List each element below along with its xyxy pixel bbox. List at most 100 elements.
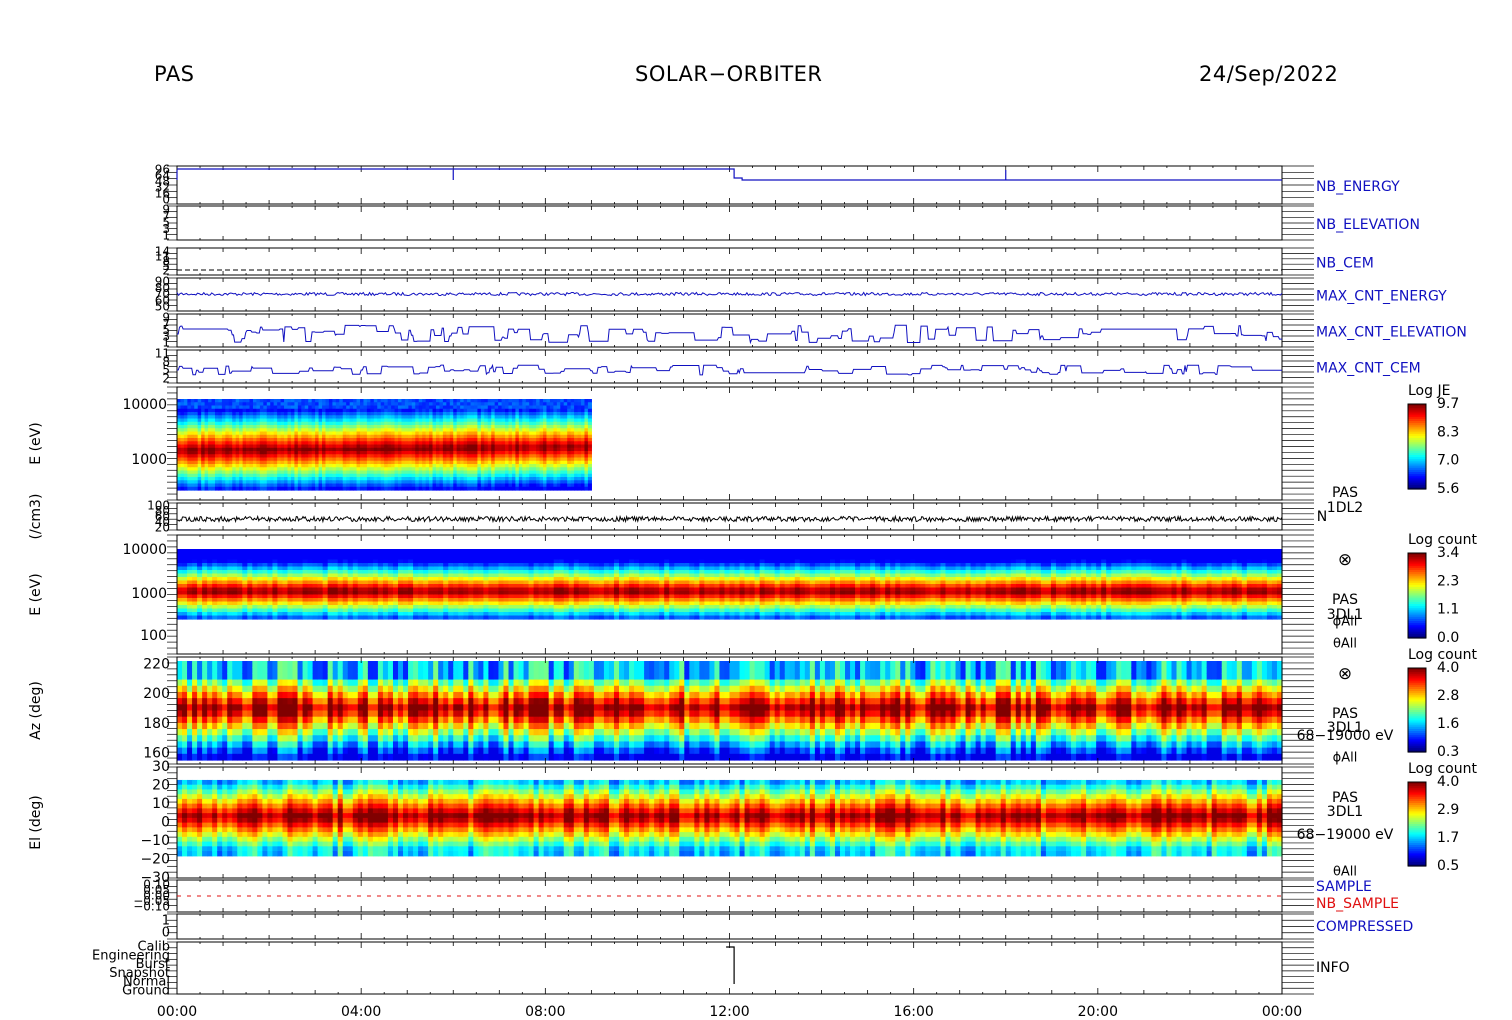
pas-3dl1-energy-image-cell — [217, 570, 223, 575]
pas-1dl2-spectrogram-image-cell — [235, 447, 240, 452]
pas-1dl2-spectrogram-image-cell — [332, 486, 337, 491]
pas-1dl2-spectrogram-image-cell — [422, 486, 427, 491]
pas-3dl1-energy-image-cell — [287, 608, 294, 613]
pas-3dl1-energy-image-cell — [317, 594, 324, 599]
pas-1dl2-spectrogram-image-cell — [183, 454, 188, 459]
pas-3dl1-energy-image-cell — [302, 559, 309, 564]
pas-3dl1-energy-image-cell — [242, 601, 248, 606]
pas-3dl1-energy-image-cell — [292, 566, 299, 571]
pas-1dl2-spectrogram-image — [177, 399, 592, 491]
pas-1dl2-spectrogram-image-cell — [239, 486, 244, 491]
pas-1dl2-spectrogram-image-cell — [480, 486, 485, 491]
pas-3dl1-energy-image-cell — [207, 605, 213, 610]
pas-1dl2-spectrogram-image-cell — [221, 399, 226, 403]
pas-3dl1-energy-image-cell — [257, 577, 263, 582]
pas-1dl2-spectrogram-image-cell — [232, 477, 237, 481]
nb-elevation-label: NB_ELEVATION — [1316, 217, 1420, 233]
pas-1dl2-spectrogram-image-cell — [221, 441, 226, 446]
pas-1dl2-spectrogram-image-cell — [218, 454, 223, 459]
pas-1dl2-spectrogram-image-cell — [183, 486, 188, 491]
pas-3dl1-energy-image-cell — [257, 608, 263, 613]
pas-3dl1-energy-image-cell — [207, 601, 213, 606]
pas-3dl1-energy-image-cell — [277, 615, 284, 620]
pas-1dl2-spectrogram-image-cell — [201, 408, 206, 413]
pas-1dl2-spectrogram-image-cell — [218, 438, 223, 442]
pas-3dl1-energy-image-cell — [262, 559, 269, 564]
pas-3dl1-energy-image-cell — [197, 615, 203, 620]
pas-1dl2-spectrogram-image-cell — [491, 486, 496, 491]
pas-3dl1-energy-image-cell — [277, 577, 284, 582]
pas-3dl1-energy-image-cell — [182, 591, 188, 596]
pas-1dl2-spectrogram-image-cell — [239, 412, 244, 416]
pas-1dl2-spectrogram-image-cell — [211, 467, 216, 472]
pas-3dl1-energy-image-cell — [247, 598, 253, 603]
pas-1dl2-spectrogram-image-cell — [567, 486, 572, 491]
pas-1dl2-spectrogram-image-cell — [187, 483, 192, 488]
pas-1dl2-spectrogram-image-cell — [204, 434, 209, 439]
pas-3dl1-energy-image-cell — [207, 612, 213, 617]
pas-3dl1-energy-image-cell — [242, 570, 248, 575]
pas-1dl2-spectrogram-image-cell — [239, 457, 244, 462]
pas-1dl2-spectrogram-image-cell — [211, 473, 216, 478]
pas-1dl2-spectrogram-image-cell — [194, 447, 199, 452]
pas-3dl1-energy-image-cell — [202, 570, 208, 575]
pas-3dl1-energy-image-cell — [322, 605, 329, 610]
pas-1dl2-spectrogram-image-cell — [183, 470, 188, 475]
max-cnt-cem-trace — [177, 363, 1282, 376]
pas-3dl1-energy-image-cell — [297, 559, 304, 564]
pas-1dl2-spectrogram-image-cell — [190, 434, 195, 439]
pas-1dl2-spectrogram-image-cell — [221, 408, 226, 413]
pas-1dl2-spectrogram-image-cell — [208, 486, 213, 491]
pas-3dl1-energy-image-cell — [262, 591, 269, 596]
pas-3dl1-energy-image-cell — [177, 563, 183, 568]
pas-1dl2-spectrogram-image-cell — [197, 428, 202, 433]
pas-1dl2-spectrogram-image-cell — [256, 486, 261, 491]
pas-3dl1-energy-image-cell — [287, 598, 294, 603]
pas-3dl1-energy-image-cell — [212, 612, 218, 617]
pas-1dl2-spectrogram-image-cell — [232, 431, 237, 436]
pas-3dl1-energy-image-cell — [177, 587, 183, 592]
pas-1dl2-spectrogram-image-cell — [235, 460, 240, 465]
pas-1dl2-spectrogram-image-cell — [225, 441, 230, 446]
pas-1dl2-spectrogram-image-cell — [214, 434, 220, 439]
pas-1dl2-spectrogram-image-cell — [228, 412, 233, 416]
pas-1dl2-spectrogram-image-cell — [183, 415, 188, 420]
pas-1dl2-spectrogram-image-cell — [225, 438, 230, 442]
pas-3dl1-energy-image-cell — [217, 566, 223, 571]
pas-3dl1-energy-image-cell — [272, 598, 279, 603]
pas-1dl2-spectrogram-image-cell — [187, 441, 192, 446]
pas-3dl1-energy-image-cell — [272, 608, 279, 613]
pas-1dl2-spectrogram-image-cell — [225, 428, 230, 433]
pas-1dl2-spectrogram-image-cell — [197, 464, 202, 468]
pas-3dl1-energy-image-cell — [287, 584, 294, 589]
pas-1dl2-spectrogram-image-cell — [194, 457, 199, 462]
pas-1dl2-spectrogram-image-cell — [187, 402, 192, 407]
pas-1dl2-spectrogram-image-cell — [194, 483, 199, 488]
pas-1dl2-spectrogram-image-cell — [190, 405, 195, 410]
pas-1dl2-spectrogram-image-cell — [349, 486, 354, 491]
pas-1dl2-spectrogram-image-cell — [180, 444, 185, 449]
pas-1dl2-spectrogram-image-cell — [221, 428, 226, 433]
pas-1dl2-spectrogram-image-cell — [218, 444, 223, 449]
pas-1dl2-spectrogram-image-cell — [263, 486, 268, 491]
pas-3dl1-energy-image-cell — [297, 577, 304, 582]
pas-3dl1-energy-image-cell — [192, 615, 198, 620]
pas-3dl1-energy-image-cell — [217, 601, 223, 606]
pas-1dl2-spectrogram-image-cell — [201, 454, 206, 459]
pas-1dl2-spectrogram-image-cell — [197, 431, 202, 436]
pas-1dl2-spectrogram-image-cell — [180, 477, 185, 481]
pas-1dl2-spectrogram-image-cell — [201, 441, 206, 446]
pas-3dl1-energy-image-cell — [192, 605, 198, 610]
pas-1dl2-spectrogram-image-cell — [204, 418, 209, 423]
pas-1dl2-spectrogram-image-cell — [187, 444, 192, 449]
pas-1dl2-spectrogram-image-cell — [194, 486, 199, 491]
pas-1dl2-spectrogram-image-cell — [232, 447, 237, 452]
pas-3dl1-energy-image-cell — [187, 615, 193, 620]
pas-1dl2-spectrogram-image-cell — [208, 473, 213, 478]
pas-3dl1-energy-image-cell — [272, 591, 279, 596]
pas-1dl2-spectrogram-image-cell — [204, 460, 209, 465]
pas-3dl1-energy-image-cell — [282, 552, 289, 557]
pas-3dl1-energy-image-cell — [307, 570, 314, 575]
pas-1dl2-spectrogram-image-cell — [211, 431, 216, 436]
pas-3dl1-energy-image-cell — [307, 566, 314, 571]
